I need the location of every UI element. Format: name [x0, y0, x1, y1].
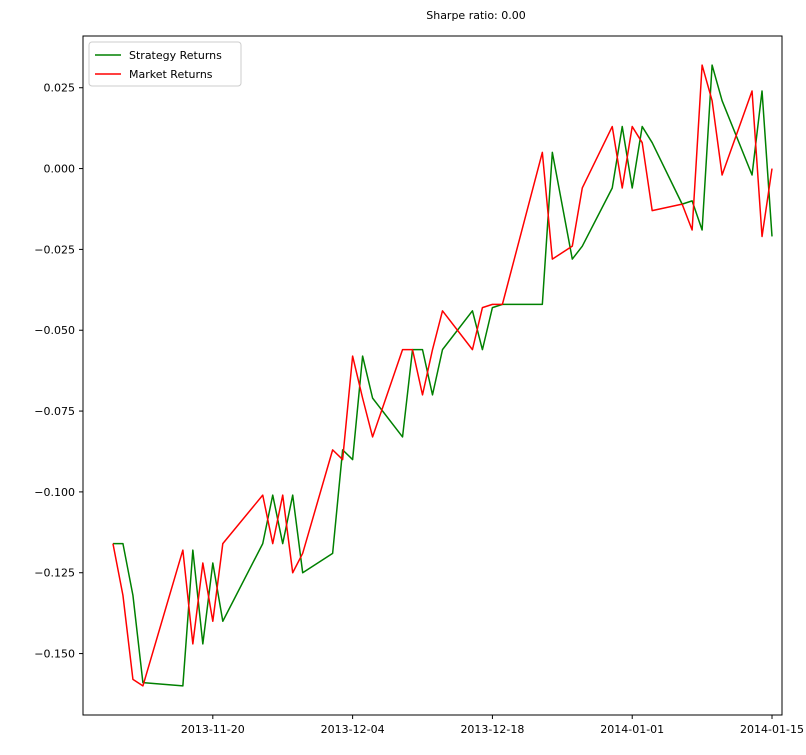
x-tick-label: 2013-12-04	[321, 723, 385, 736]
x-tick-label: 2013-12-18	[460, 723, 524, 736]
y-tick-label: −0.125	[34, 567, 75, 580]
y-axis: 0.025 0.000 −0.025 −0.050 −0.075 −0.100 −0.125…	[34, 82, 83, 661]
legend: Strategy Returns Market Returns	[88, 41, 242, 87]
x-axis: 2013-11-20 2013-12-04 2013-12-18 2014-01-01…	[181, 715, 804, 736]
series-layer	[112, 64, 773, 687]
plot-frame	[82, 35, 783, 716]
series-line-market-returns	[112, 64, 773, 687]
legend-box	[88, 41, 242, 87]
y-tick-label: −0.100	[34, 486, 75, 499]
legend-label: Strategy Returns	[129, 49, 222, 62]
y-tick-label: 0.025	[44, 82, 76, 95]
series-line-strategy-returns	[112, 64, 773, 687]
x-tick-label: 2014-01-15	[740, 723, 804, 736]
x-tick-label: 2014-01-01	[600, 723, 664, 736]
x-tick-label: 2013-11-20	[181, 723, 245, 736]
y-tick-label: −0.025	[34, 243, 75, 256]
chart-title: Sharpe ratio: 0.00	[426, 9, 526, 22]
y-tick-label: −0.150	[34, 648, 75, 661]
y-tick-label: −0.050	[34, 324, 75, 337]
legend-label: Market Returns	[129, 68, 213, 81]
y-tick-label: 0.000	[44, 163, 76, 176]
y-tick-label: −0.075	[34, 405, 75, 418]
